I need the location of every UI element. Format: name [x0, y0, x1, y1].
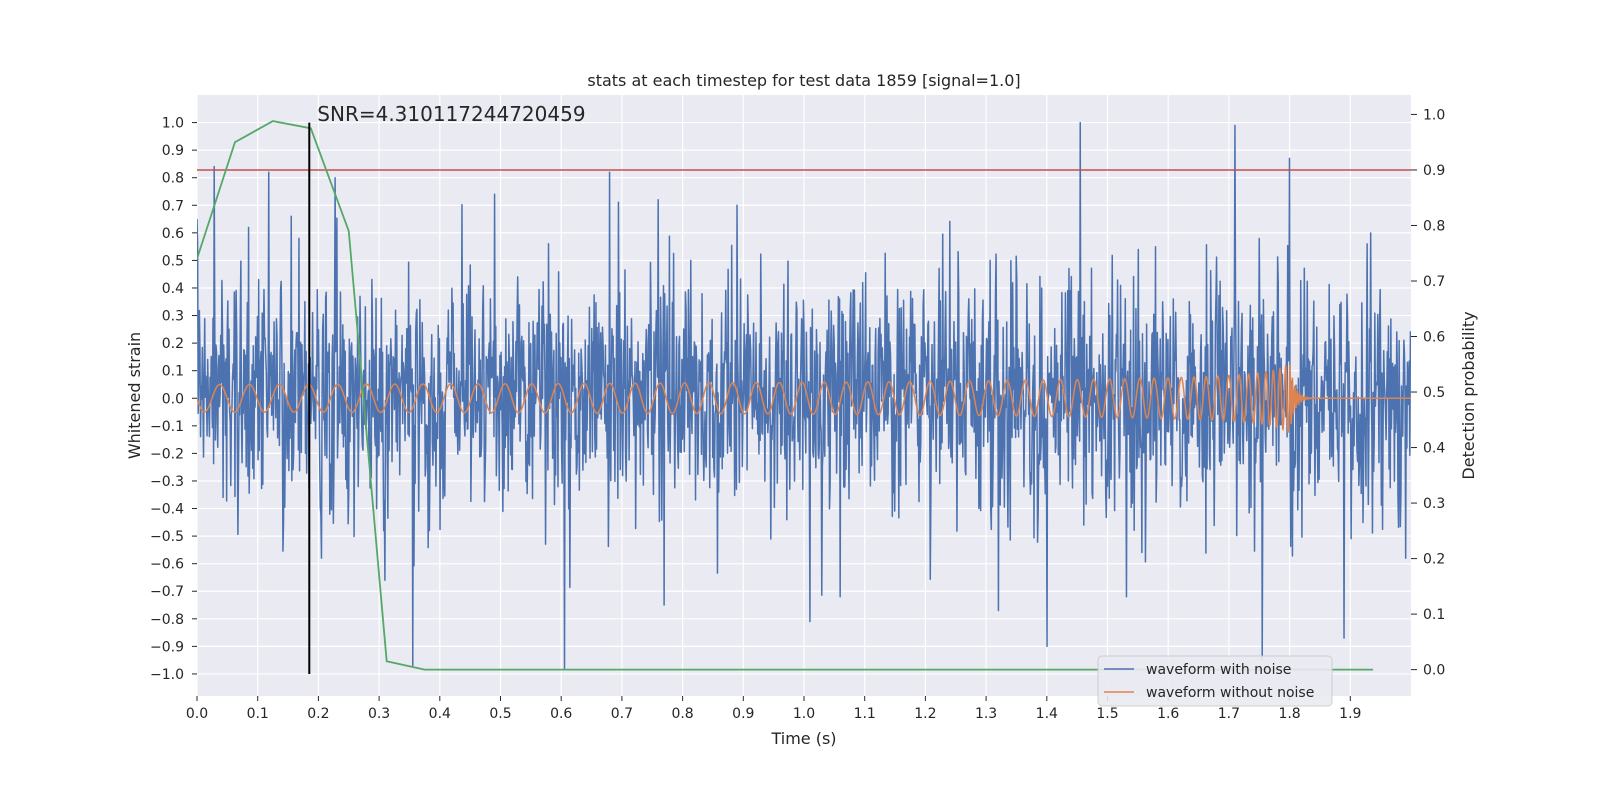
- x-tick-label: 0.5: [489, 706, 511, 722]
- snr-annotation: SNR=4.310117244720459: [317, 102, 585, 126]
- x-tick-label: 1.1: [854, 706, 876, 722]
- y-left-tick-label: 0.2: [162, 336, 184, 352]
- x-tick-label: 1.3: [975, 706, 997, 722]
- x-tick-label: 1.4: [1036, 706, 1058, 722]
- y-right-tick-label: 0.6: [1423, 330, 1445, 346]
- y-left-tick-label: 0.3: [162, 309, 184, 325]
- x-tick-label: 1.7: [1218, 706, 1240, 722]
- x-tick-label: 0.2: [307, 706, 329, 722]
- x-tick-label: 0.6: [550, 706, 572, 722]
- x-tick-label: 0.9: [732, 706, 754, 722]
- y-left-tick-label: 0.0: [162, 391, 184, 407]
- legend-label-waveform-without-noise: waveform without noise: [1146, 685, 1314, 701]
- y-left-tick-label: −0.7: [150, 584, 184, 600]
- y-right-tick-label: 0.9: [1423, 163, 1445, 179]
- legend: waveform with noise waveform without noi…: [1097, 655, 1333, 707]
- y-right-tick-label: 0.7: [1423, 274, 1445, 290]
- y-left-tick-label: −0.4: [150, 502, 184, 518]
- clipped-series: [197, 120, 1411, 671]
- y-right-tick-label: 1.0: [1423, 107, 1445, 123]
- y-left-tick-label: −0.1: [150, 419, 184, 435]
- y-left-tick-label: 0.6: [162, 226, 184, 242]
- y-right-tick-label: 0.4: [1423, 441, 1445, 457]
- y-axis-left: 1.0 0.9 0.8 0.7 0.6 0.5 0.4 0.3 0.2 0.1 0.0 −0.1 −0.…: [150, 116, 197, 683]
- x-axis: 0.0 0.1 0.2 0.3 0.4 0.5 0.6 0.7 0.8 0.9 1.0 1.1 1.2 1…: [186, 696, 1361, 722]
- y-axis-right: 1.0 0.9 0.8 0.7 0.6 0.5 0.4 0.3 0.2 0.1 0.0: [1411, 107, 1445, 679]
- y-axis-right-label: Detection probability: [1459, 311, 1478, 479]
- y-left-tick-label: 0.4: [162, 281, 184, 297]
- x-tick-label: 0.7: [611, 706, 633, 722]
- y-left-tick-label: −1.0: [150, 667, 184, 683]
- y-right-tick-label: 0.5: [1423, 385, 1445, 401]
- y-left-tick-label: 0.1: [162, 364, 184, 380]
- series-waveform-without-noise: [197, 364, 1411, 433]
- series-layer: [197, 120, 1411, 674]
- y-right-tick-label: 0.2: [1423, 552, 1445, 568]
- y-right-tick-label: 0.3: [1423, 496, 1445, 512]
- y-left-tick-label: 0.5: [162, 253, 184, 269]
- y-left-tick-label: 0.8: [162, 171, 184, 187]
- y-left-tick-label: 1.0: [162, 116, 184, 132]
- y-left-tick-label: −0.6: [150, 557, 184, 573]
- x-tick-label: 1.0: [793, 706, 815, 722]
- legend-label-waveform-with-noise: waveform with noise: [1146, 662, 1291, 678]
- x-tick-label: 1.5: [1096, 706, 1118, 722]
- y-left-tick-label: 0.9: [162, 143, 184, 159]
- y-axis-left-label: Whitened strain: [125, 332, 144, 459]
- chart-title: stats at each timestep for test data 185…: [587, 71, 1020, 90]
- x-tick-label: 0.8: [671, 706, 693, 722]
- y-right-tick-label: 0.8: [1423, 218, 1445, 234]
- x-tick-label: 1.6: [1157, 706, 1179, 722]
- x-tick-label: 0.0: [186, 706, 208, 722]
- y-left-tick-label: −0.8: [150, 612, 184, 628]
- x-tick-label: 0.3: [368, 706, 390, 722]
- x-axis-label: Time (s): [770, 729, 836, 748]
- y-left-tick-label: −0.5: [150, 529, 184, 545]
- x-tick-label: 1.9: [1339, 706, 1361, 722]
- y-left-tick-label: 0.7: [162, 198, 184, 214]
- x-tick-label: 0.4: [429, 706, 451, 722]
- legend-box: [1097, 655, 1333, 707]
- y-right-tick-label: 0.1: [1423, 607, 1445, 623]
- x-tick-label: 0.1: [247, 706, 269, 722]
- y-left-tick-label: −0.2: [150, 446, 184, 462]
- x-tick-label: 1.2: [914, 706, 936, 722]
- y-left-tick-label: −0.9: [150, 639, 184, 655]
- y-right-tick-label: 0.0: [1423, 663, 1445, 679]
- y-left-tick-label: −0.3: [150, 474, 184, 490]
- x-tick-label: 1.8: [1278, 706, 1300, 722]
